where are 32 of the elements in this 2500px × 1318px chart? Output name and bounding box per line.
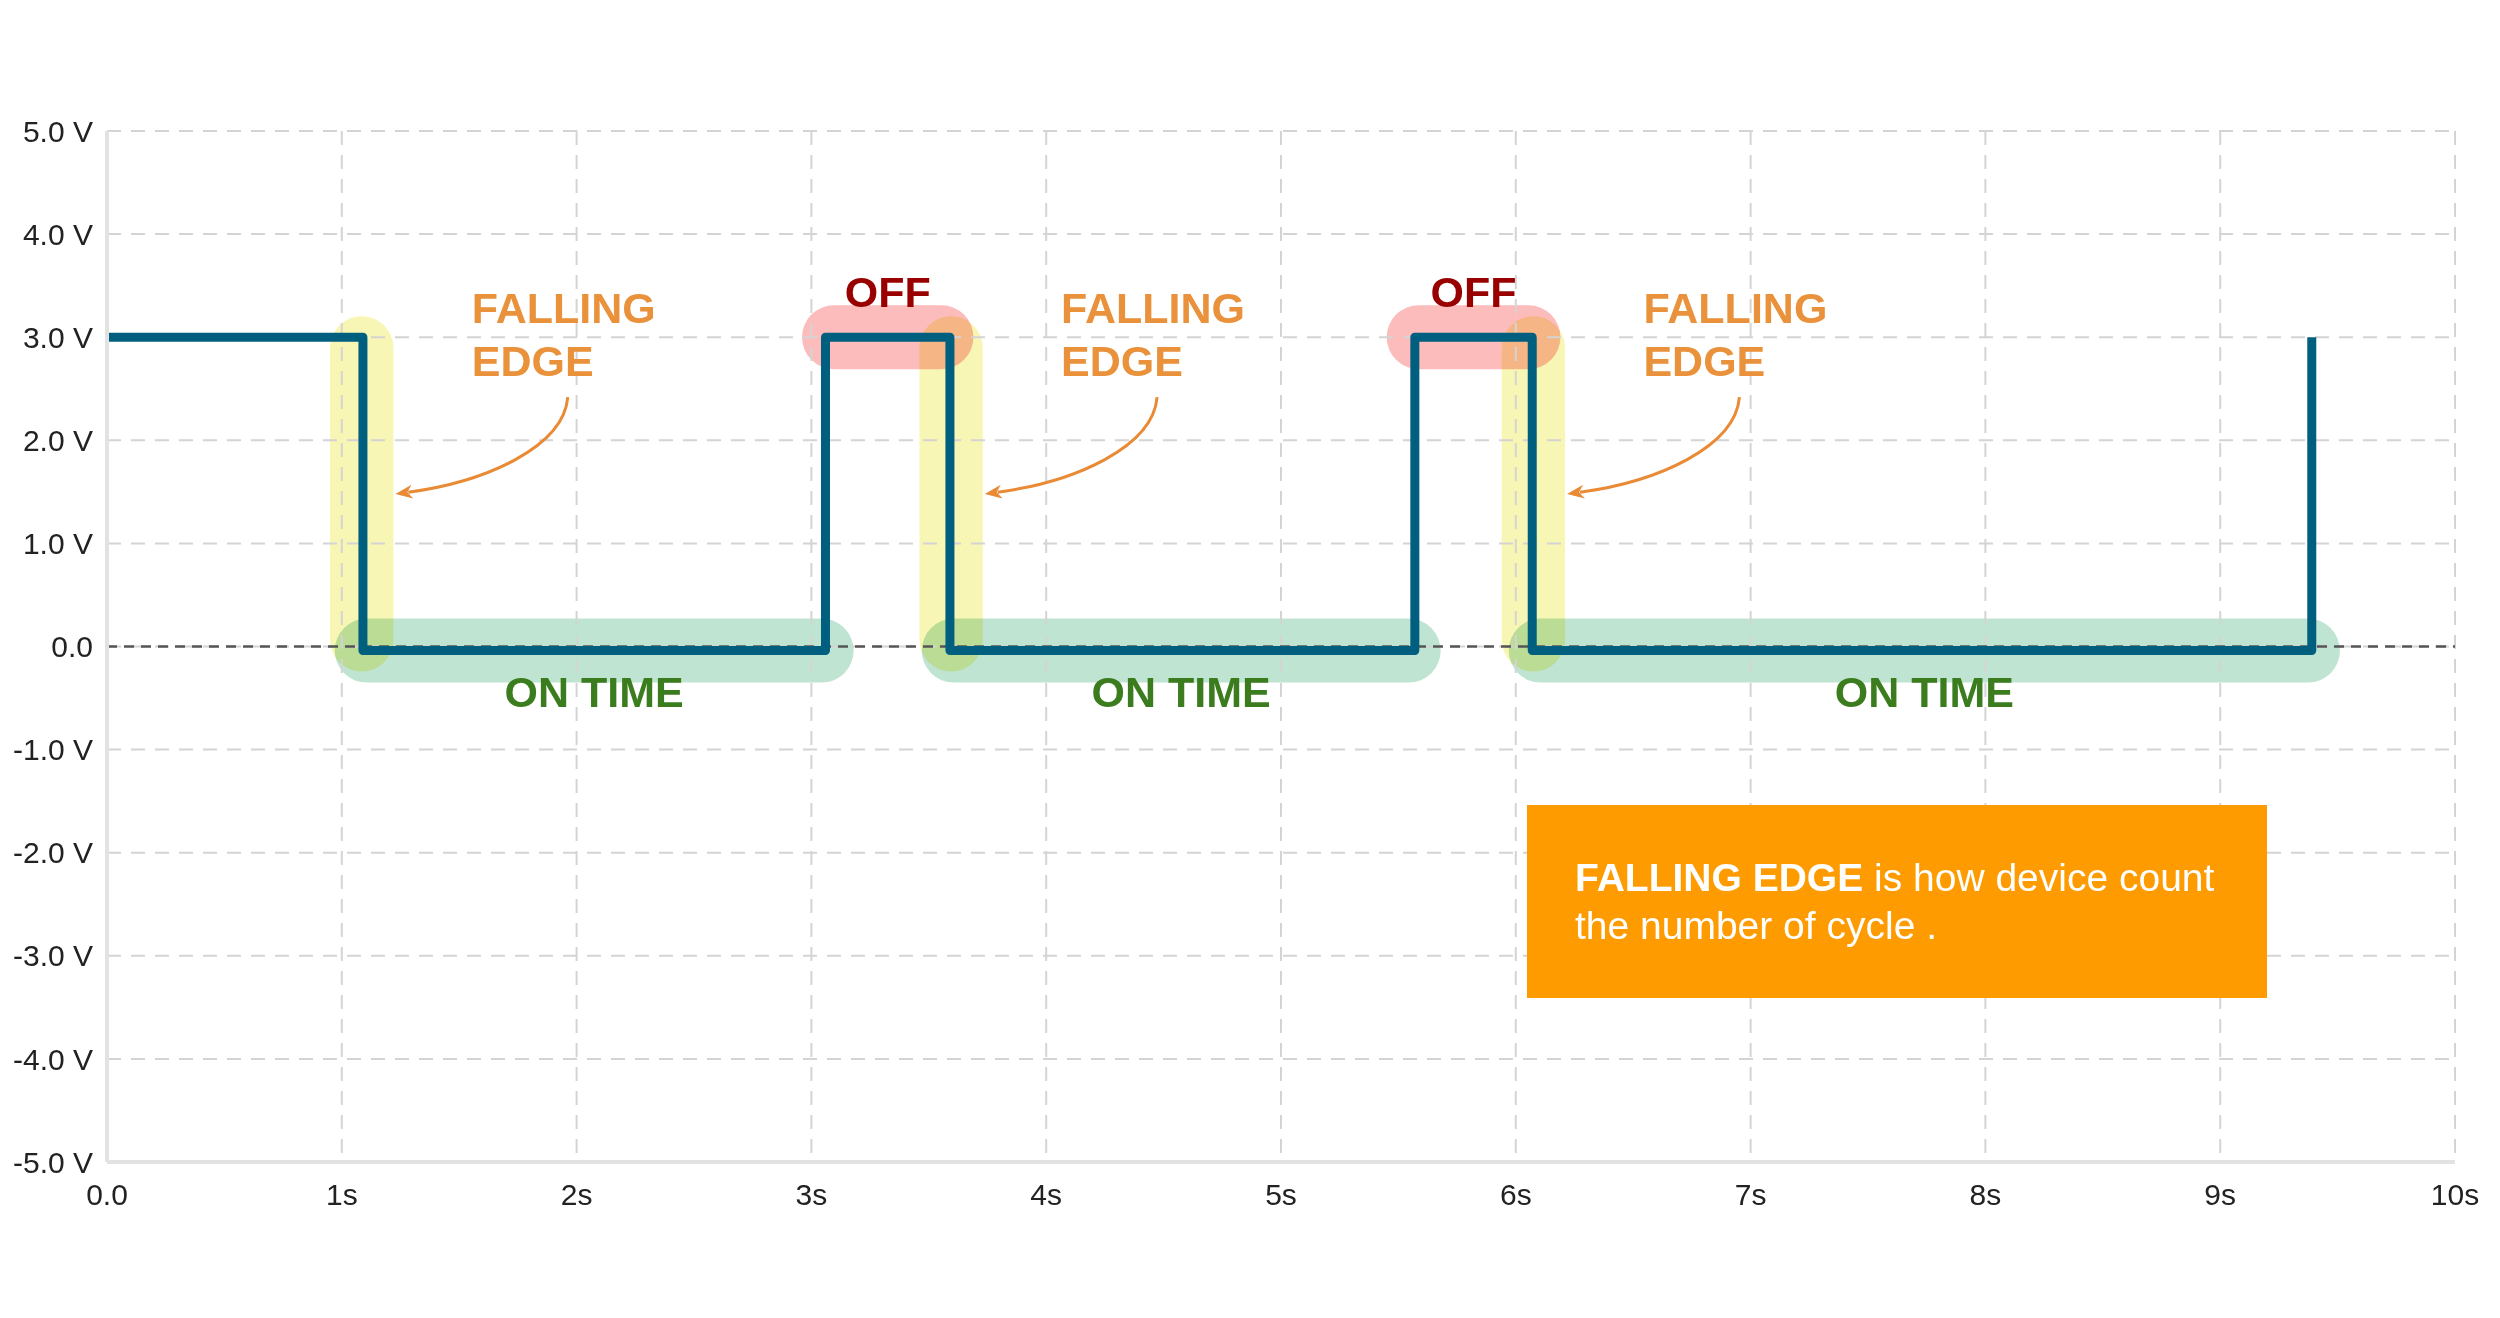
x-tick-label: 1s	[325, 1178, 358, 1212]
y-tick-label: -3.0 V	[12, 939, 93, 973]
band-label: OFF	[844, 268, 931, 317]
x-tick-label: 0.0	[86, 1178, 128, 1212]
callout-box: FALLING EDGE is how device count the number of cycle .	[1527, 805, 2267, 998]
band-label: FALLING EDGE	[1643, 284, 1828, 386]
band-label: FALLING EDGE	[1061, 284, 1246, 386]
y-tick-label: 5.0 V	[22, 114, 93, 148]
x-tick-label: 10s	[2430, 1178, 2480, 1212]
y-tick-label: 1.0 V	[22, 527, 93, 561]
x-tick-label: 6s	[1499, 1178, 1532, 1212]
y-tick-label: 0.0	[51, 630, 93, 664]
y-tick-label: -5.0 V	[12, 1145, 93, 1179]
band-label: ON TIME	[504, 667, 684, 716]
annotation: FALLING EDGE is how device count the number of cycle .	[1575, 855, 2216, 949]
x-tick-label: 9s	[2204, 1178, 2237, 1212]
x-tick-label: 4s	[1030, 1178, 1063, 1212]
band-label: ON TIME	[1091, 667, 1271, 716]
band-label: ON TIME	[1834, 667, 2014, 716]
y-tick-label: -2.0 V	[12, 836, 93, 870]
y-tick-label: -4.0 V	[12, 1042, 93, 1076]
band-label: OFF	[1430, 268, 1517, 317]
x-tick-label: 8s	[1969, 1178, 2002, 1212]
x-tick-label: 5s	[1265, 1178, 1297, 1212]
x-tick-label: 2s	[560, 1178, 593, 1212]
x-tick-label: 3s	[795, 1178, 828, 1212]
y-tick-label: 3.0 V	[22, 320, 93, 354]
y-tick-label: -1.0 V	[12, 733, 93, 767]
band-label: FALLING EDGE	[471, 284, 656, 386]
y-tick-label: 2.0 V	[22, 423, 93, 457]
x-tick-label: 7s	[1734, 1178, 1767, 1212]
y-tick-label: 4.0 V	[22, 217, 93, 251]
